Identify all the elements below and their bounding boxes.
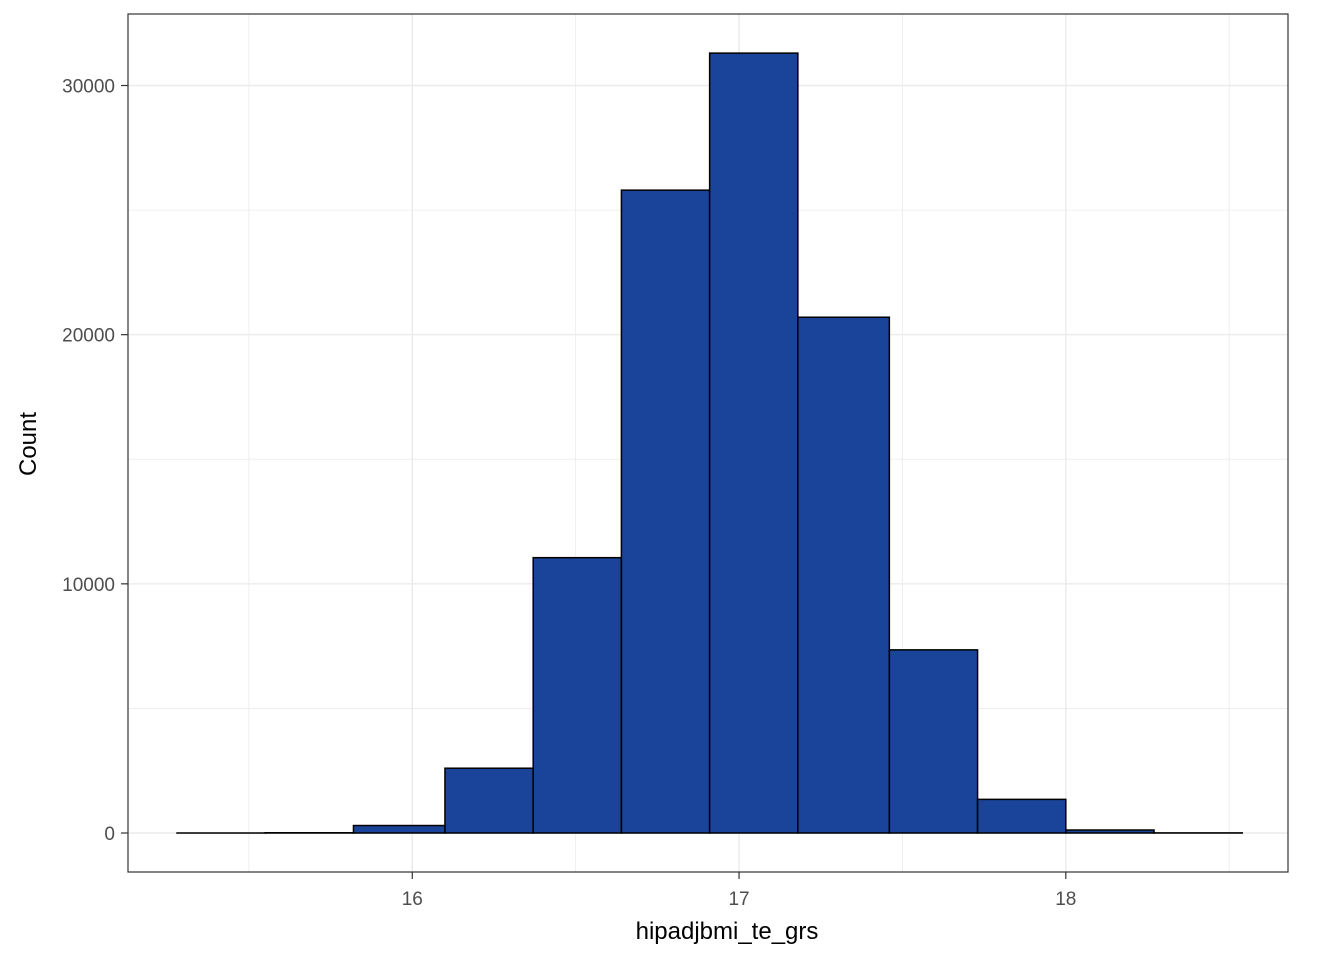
histogram-bar [352, 824, 446, 834]
x-tick-label: 16 [402, 889, 423, 910]
histogram-bar [1065, 829, 1155, 834]
y-tick-label: 20000 [62, 326, 115, 347]
histogram-bar [444, 767, 534, 834]
axis-ticks: 16 17 18 0 10000 20000 30000 [62, 77, 1076, 910]
y-axis-title: Count [15, 412, 42, 476]
histogram-bar [888, 649, 979, 834]
y-tick-label: 10000 [62, 575, 115, 596]
histogram-bar [708, 52, 799, 834]
y-tick-label: 30000 [62, 77, 115, 98]
histogram-bar [620, 189, 711, 834]
y-tick-label: 0 [104, 824, 115, 845]
histogram-bar [976, 798, 1067, 834]
x-tick-label: 17 [728, 889, 749, 910]
panel-border [127, 13, 1289, 873]
x-tick-label: 18 [1055, 889, 1076, 910]
x-axis-title: hipadjbmi_te_grs [636, 918, 819, 945]
histogram-bar [797, 316, 891, 834]
histogram-bars [176, 52, 1244, 834]
histogram-bar [532, 556, 623, 834]
